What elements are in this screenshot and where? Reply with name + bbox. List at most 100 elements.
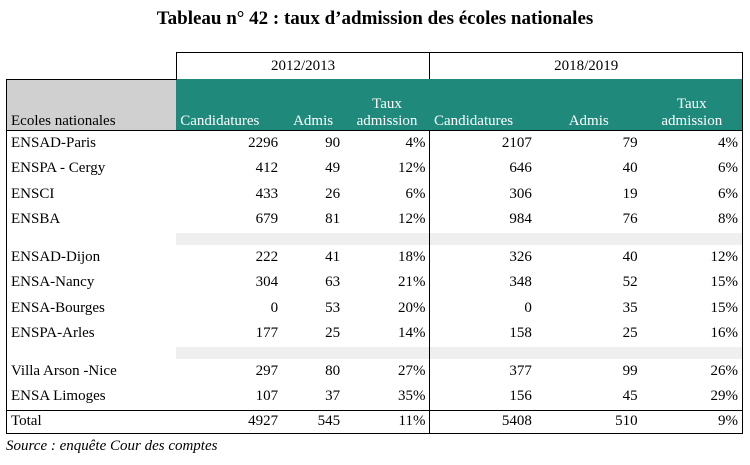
cell-a1: 545 (282, 409, 345, 434)
cell-c1: 222 (255, 248, 279, 265)
cell-c2: 377 (429, 358, 536, 384)
col-candidatures-2018: Candidatures (429, 79, 536, 130)
school-name: ENSPA - Cergy (6, 156, 177, 182)
school-name: ENSA Limoges (6, 384, 177, 410)
cell-t2: 29% (641, 384, 743, 410)
total-label: Total (6, 409, 177, 434)
col-taux-line1: Taux (676, 95, 707, 112)
cell-c1: 297 (255, 362, 279, 379)
source-note: Source : enquête Cour des comptes (6, 438, 218, 454)
cell-c1: 177 (255, 325, 279, 342)
school-name: ENSBA (6, 207, 177, 233)
table-row: ENSA Limoges 107 37 35% 156 45 29% (6, 384, 743, 410)
cell-t1: 4% (344, 129, 430, 156)
col-taux-line1: Taux (372, 95, 402, 112)
cell-a2: 40 (622, 160, 638, 177)
cell-c2: 348 (429, 270, 536, 296)
cell-a2: 40 (622, 248, 638, 265)
table-row: ENSA-Bourges 0 53 20% 0 35 15% (6, 295, 743, 321)
cell-a2: 35 (622, 299, 638, 316)
period-header-row: 2012/2013 2018/2019 (7, 52, 743, 79)
cell-t2: 4% (641, 129, 743, 156)
cell-t2: 6% (641, 156, 743, 182)
school-name: ENSCI (6, 181, 177, 207)
cell-t1: 18% (397, 248, 426, 265)
cell-c2: 306 (429, 181, 536, 207)
col-candidatures-2012: Candidatures (176, 79, 283, 130)
row-header-label: Ecoles nationales (6, 78, 177, 130)
cell-a2: 25 (622, 325, 638, 342)
col-taux-line2: admission (661, 112, 723, 129)
col-admis-2012: Admis (282, 79, 345, 130)
cell-t2: 15% (641, 270, 743, 296)
table-row: ENSPA - Cergy 412 49 12% 646 40 6% (6, 156, 743, 182)
cell-a1: 80 (325, 362, 341, 379)
period-2018-2019: 2018/2019 (429, 52, 743, 79)
group-spacer (6, 232, 743, 245)
cell-a2: 76 (622, 211, 638, 228)
cell-a1: 37 (325, 388, 341, 405)
group-spacer (6, 346, 743, 359)
cell-c1: 2296 (176, 129, 283, 156)
cell-a2: 45 (622, 388, 638, 405)
cell-a2: 99 (622, 362, 638, 379)
cell-t2: 26% (641, 358, 743, 384)
table-row: ENSA-Nancy 304 63 21% 348 52 15% (6, 270, 743, 296)
cell-t1: 20% (397, 299, 426, 316)
col-admis-2018: Admis (535, 79, 642, 130)
cell-t2: 9% (641, 409, 743, 434)
table-title: Tableau n° 42 : taux d’admission des éco… (156, 8, 594, 29)
period-2012-2013: 2012/2013 (175, 52, 431, 79)
school-name: ENSA-Bourges (6, 295, 177, 321)
cell-t1: 35% (397, 388, 426, 405)
table-row: Villa Arson -Nice 297 80 27% 377 99 26% (6, 358, 743, 384)
cell-t2: 16% (641, 321, 743, 347)
cell-t2: 12% (641, 244, 743, 270)
cell-t2: 8% (641, 207, 743, 233)
cell-a1: 53 (325, 299, 341, 316)
col-taux-line2: admission (356, 112, 418, 129)
cell-a2: 19 (622, 185, 638, 202)
table-row: ENSBA 679 81 12% 984 76 8% (6, 207, 743, 233)
cell-a1: 26 (325, 185, 341, 202)
cell-t2: 15% (641, 295, 743, 321)
table-row: ENSAD-Paris 2296 90 4% 2107 79 4% (6, 129, 743, 156)
cell-a2: 79 (535, 129, 642, 156)
cell-c1: 107 (255, 388, 279, 405)
cell-a2: 510 (535, 409, 642, 434)
cell-c2: 984 (429, 207, 536, 233)
cell-a1: 81 (325, 211, 341, 228)
cell-c1: 433 (255, 185, 279, 202)
cell-a1: 90 (282, 129, 345, 156)
cell-t1: 27% (397, 362, 426, 379)
school-name: ENSA-Nancy (6, 270, 177, 296)
cell-a1: 63 (325, 274, 341, 291)
cell-c1: 679 (255, 211, 279, 228)
cell-a1: 49 (325, 160, 341, 177)
cell-c2: 5408 (429, 409, 536, 434)
cell-a2: 52 (622, 274, 638, 291)
column-header-row: Ecoles nationales Candidatures Admis Tau… (6, 78, 743, 130)
cell-c1: 0 (270, 299, 279, 316)
cell-a1: 25 (325, 325, 341, 342)
school-name: ENSAD-Dijon (6, 244, 177, 270)
cell-c2: 156 (429, 384, 536, 410)
cell-c1: 4927 (176, 409, 283, 434)
school-name: ENSAD-Paris (6, 129, 177, 156)
cell-c2: 326 (429, 244, 536, 270)
cell-t1: 6% (405, 185, 426, 202)
cell-t1: 11% (344, 409, 430, 434)
cell-c2: 158 (429, 321, 536, 347)
cell-c1: 412 (255, 160, 279, 177)
school-name: Villa Arson -Nice (6, 358, 177, 384)
col-taux-2012: Taux admission (344, 79, 430, 130)
col-taux-2018: Taux admission (641, 79, 743, 130)
school-name: ENSPA-Arles (6, 321, 177, 347)
admission-table: 2012/2013 2018/2019 Ecoles nationales Ca… (6, 52, 743, 434)
cell-t1: 12% (397, 211, 426, 228)
cell-c2: 0 (429, 295, 536, 321)
cell-t1: 12% (397, 160, 426, 177)
cell-a1: 41 (325, 248, 341, 265)
table-row: ENSCI 433 26 6% 306 19 6% (6, 181, 743, 207)
cell-t2: 6% (641, 181, 743, 207)
